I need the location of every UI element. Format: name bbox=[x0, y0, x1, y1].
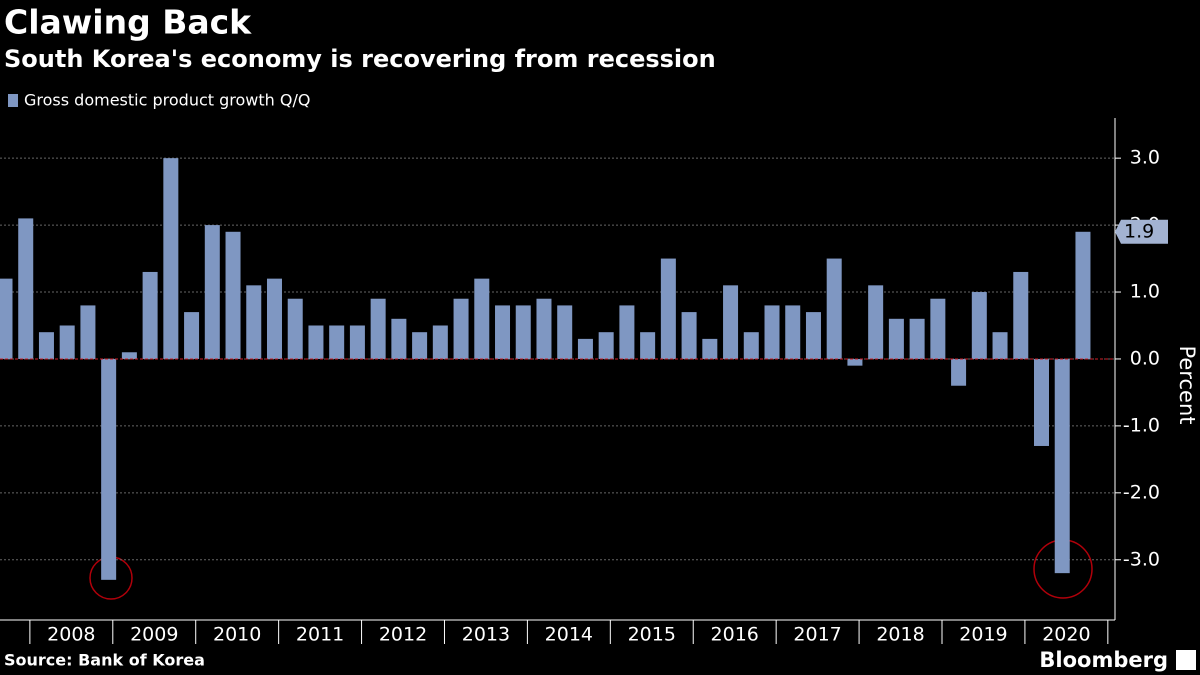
bar bbox=[225, 231, 241, 359]
bar bbox=[785, 305, 801, 359]
bar bbox=[681, 312, 697, 359]
bar bbox=[847, 358, 863, 366]
y-tick-label: 1.0 bbox=[1130, 281, 1160, 303]
bar bbox=[515, 305, 531, 359]
bar bbox=[142, 271, 158, 359]
bar bbox=[743, 332, 759, 359]
brand: Bloomberg bbox=[1039, 648, 1168, 672]
bar bbox=[868, 285, 884, 359]
value-callout bbox=[1115, 219, 1168, 244]
x-tick-label: 2011 bbox=[296, 624, 344, 646]
bar bbox=[287, 298, 303, 359]
bar bbox=[432, 325, 448, 359]
bar bbox=[163, 158, 179, 359]
bar bbox=[619, 305, 635, 359]
x-tick-label: 2013 bbox=[462, 624, 510, 646]
y-tick-label: -1.0 bbox=[1123, 414, 1160, 436]
bar bbox=[121, 352, 137, 359]
bar bbox=[805, 312, 821, 359]
bar bbox=[370, 298, 386, 359]
x-tick-label: 2012 bbox=[379, 624, 427, 646]
x-tick-label: 2009 bbox=[130, 624, 178, 646]
bar bbox=[992, 332, 1008, 359]
bar bbox=[826, 258, 842, 359]
bar bbox=[971, 292, 987, 359]
x-tick-label: 2014 bbox=[545, 624, 593, 646]
bar bbox=[1013, 271, 1029, 359]
bar bbox=[930, 298, 946, 359]
bar bbox=[59, 325, 75, 359]
x-tick-label: 2008 bbox=[47, 624, 95, 646]
source: Source: Bank of Korea bbox=[4, 651, 205, 670]
x-tick-label: 2019 bbox=[959, 624, 1007, 646]
bar bbox=[1054, 358, 1070, 574]
bar bbox=[909, 318, 925, 359]
bar bbox=[888, 318, 904, 359]
bar bbox=[18, 218, 34, 359]
chart-subtitle: South Korea's economy is recovering from… bbox=[4, 45, 716, 73]
bar bbox=[764, 305, 780, 359]
brand-icon bbox=[1176, 650, 1196, 670]
x-tick-label: 2010 bbox=[213, 624, 261, 646]
legend-swatch bbox=[8, 94, 18, 107]
bar bbox=[536, 298, 552, 359]
bar bbox=[495, 305, 511, 359]
bar bbox=[391, 318, 407, 359]
bar bbox=[266, 278, 282, 359]
bar bbox=[474, 278, 490, 359]
x-tick-label: 2015 bbox=[628, 624, 676, 646]
x-tick-label: 2020 bbox=[1042, 624, 1090, 646]
bar bbox=[329, 325, 345, 359]
y-tick-label: -2.0 bbox=[1123, 481, 1160, 503]
bar bbox=[101, 358, 117, 580]
legend-label: Gross domestic product growth Q/Q bbox=[24, 91, 310, 110]
y-tick-label: 3.0 bbox=[1130, 147, 1160, 169]
bar bbox=[557, 305, 573, 359]
bar bbox=[640, 332, 656, 359]
x-tick-label: 2017 bbox=[793, 624, 841, 646]
y-axis-label: Percent bbox=[1175, 345, 1199, 424]
bar bbox=[702, 338, 718, 359]
value-label: 1.9 bbox=[1124, 220, 1154, 242]
x-tick-label: 2018 bbox=[876, 624, 924, 646]
chart-title: Clawing Back bbox=[4, 3, 252, 42]
bar bbox=[598, 332, 614, 359]
bar bbox=[184, 312, 200, 359]
x-tick-label: 2016 bbox=[711, 624, 759, 646]
bar bbox=[951, 358, 967, 386]
bar bbox=[660, 258, 676, 359]
y-tick-label: 0.0 bbox=[1130, 347, 1160, 369]
bar bbox=[308, 325, 324, 359]
bar bbox=[349, 325, 365, 359]
bar bbox=[38, 332, 54, 359]
bar bbox=[1075, 231, 1091, 359]
bar bbox=[577, 338, 593, 359]
bar bbox=[80, 305, 96, 359]
bar bbox=[412, 332, 428, 359]
bar bbox=[204, 225, 220, 359]
bar bbox=[723, 285, 739, 359]
bar bbox=[246, 285, 262, 359]
y-tick-label: -3.0 bbox=[1123, 548, 1160, 570]
bar bbox=[0, 278, 13, 359]
bar bbox=[453, 298, 469, 359]
bar bbox=[1034, 358, 1049, 446]
